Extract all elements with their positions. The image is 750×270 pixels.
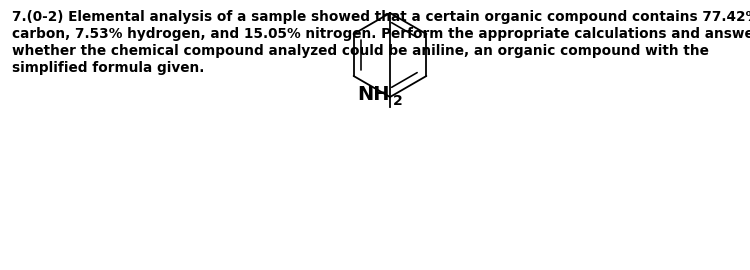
Text: simplified formula given.: simplified formula given. [12,61,204,75]
Text: whether the chemical compound analyzed could be aniline, an organic compound wit: whether the chemical compound analyzed c… [12,44,709,58]
Text: 7.(0-2) Elemental analysis of a sample showed that a certain organic compound co: 7.(0-2) Elemental analysis of a sample s… [12,10,750,24]
Text: carbon, 7.53% hydrogen, and 15.05% nitrogen. Perform the appropriate calculation: carbon, 7.53% hydrogen, and 15.05% nitro… [12,27,750,41]
Text: 2: 2 [393,94,403,108]
Text: NH: NH [358,85,390,104]
